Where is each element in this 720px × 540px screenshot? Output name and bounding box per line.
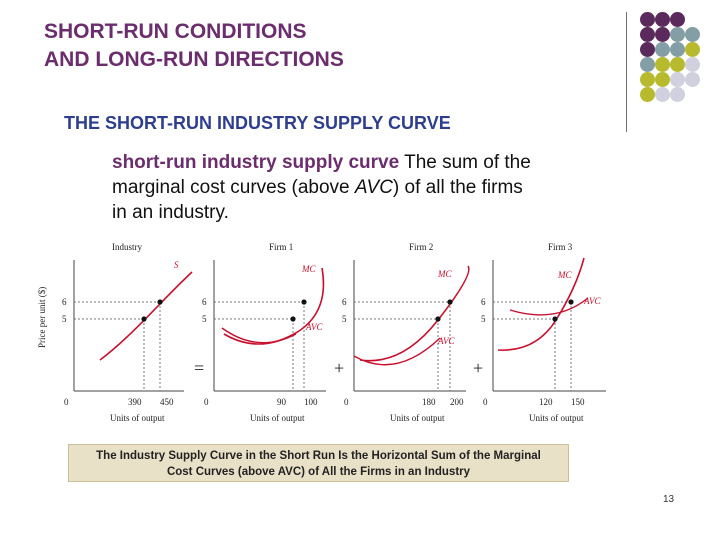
equilibrium-dot-price-6 <box>301 299 307 305</box>
equilibrium-dot-price-6 <box>157 299 163 305</box>
tick-label-5: 5 <box>342 314 347 324</box>
tick-label-5: 5 <box>481 314 486 324</box>
decorative-dot <box>670 87 685 102</box>
decorative-dot <box>655 42 670 57</box>
equilibrium-dot-price-5 <box>435 316 441 322</box>
panel-title-4: Firm 3 <box>548 242 573 252</box>
origin-label: 0 <box>204 397 209 407</box>
figure-caption: The Industry Supply Curve in the Short R… <box>68 444 569 482</box>
section-subtitle: THE SHORT-RUN INDUSTRY SUPPLY CURVE <box>64 113 451 133</box>
decorative-divider <box>626 12 627 132</box>
curve-label-avc: AVC <box>305 322 324 332</box>
decorative-dot <box>640 42 655 57</box>
decorative-dot <box>670 42 685 57</box>
page-number: 13 <box>663 494 675 505</box>
supply-curve-figure: Price per unit ($) = + + Industry 6 5 0 390 4… <box>37 242 606 423</box>
panel-title-3: Firm 2 <box>409 242 433 252</box>
supply-curve <box>99 271 193 361</box>
curve-label-avc: AVC <box>437 336 456 346</box>
curve-label-avc: AVC <box>583 296 602 306</box>
decorative-dot <box>655 72 670 87</box>
definition-term: short-run industry supply curve <box>112 152 400 173</box>
decorative-dot <box>655 27 670 42</box>
mc-curve <box>223 267 325 345</box>
tick-label-q5: 180 <box>422 397 436 407</box>
decorative-dot <box>670 12 685 27</box>
tick-label-6: 6 <box>342 297 347 307</box>
decorative-dot <box>655 87 670 102</box>
x-axis-label: Units of output <box>250 413 305 423</box>
curve-label-mc: MC <box>437 269 452 279</box>
tick-label-q6: 450 <box>160 397 174 407</box>
tick-label-q6: 100 <box>304 397 318 407</box>
tick-label-5: 5 <box>202 314 207 324</box>
decorative-dot <box>640 57 655 72</box>
definition-abbr: AVC <box>354 177 393 198</box>
equals-sign: = <box>194 358 204 378</box>
decorative-dot <box>640 12 655 27</box>
decorative-dot <box>655 12 670 27</box>
tick-label-q5: 390 <box>128 397 142 407</box>
y-axis-label: Price per unit ($) <box>37 287 47 348</box>
decorative-dot <box>640 72 655 87</box>
equilibrium-dot-price-5 <box>290 316 296 322</box>
equilibrium-dot-price-5 <box>141 316 147 322</box>
avc-curve <box>353 337 441 366</box>
definition-body-a: The sum of the marginal cost curves (abo… <box>112 152 531 198</box>
slide-title-line-1: SHORT-RUN CONDITIONS <box>44 20 307 43</box>
plus-sign-2: + <box>473 358 483 378</box>
slide-title-line-2: AND LONG-RUN DIRECTIONS <box>44 48 344 71</box>
decorative-dot <box>640 27 655 42</box>
tick-label-6: 6 <box>481 297 486 307</box>
tick-label-q5: 90 <box>277 397 287 407</box>
tick-label-q5: 120 <box>539 397 553 407</box>
caption-line-1: The Industry Supply Curve in the Short R… <box>96 450 541 462</box>
tick-label-q6: 200 <box>450 397 464 407</box>
decorative-dot <box>670 27 685 42</box>
equilibrium-dot-price-6 <box>447 299 453 305</box>
decorative-dot <box>670 57 685 72</box>
origin-label: 0 <box>483 397 488 407</box>
tick-label-5: 5 <box>62 314 67 324</box>
curve-label-mc: MC <box>301 264 316 274</box>
decorative-dot <box>670 72 685 87</box>
avc-curve <box>509 297 589 316</box>
decorative-dot <box>640 87 655 102</box>
equilibrium-dot-price-5 <box>552 316 558 322</box>
tick-label-6: 6 <box>202 297 207 307</box>
decorative-dot <box>685 57 700 72</box>
decorative-dot <box>685 42 700 57</box>
caption-line-2: Cost Curves (above AVC) of All the Firms… <box>166 466 471 478</box>
definition-text: short-run industry supply curve The sum … <box>112 150 532 225</box>
plus-sign-1: + <box>334 358 344 378</box>
mc-curve <box>359 265 470 362</box>
equilibrium-dot-price-6 <box>568 299 574 305</box>
slide-title: SHORT-RUN CONDITIONS AND LONG-RUN DIRECT… <box>44 18 604 74</box>
avc-curve <box>221 327 297 344</box>
origin-label: 0 <box>64 397 69 407</box>
decorative-dot <box>685 72 700 87</box>
origin-label: 0 <box>344 397 349 407</box>
decorative-dot <box>685 27 700 42</box>
x-axis-label: Units of output <box>390 413 445 423</box>
x-axis-label: Units of output <box>529 413 584 423</box>
panel-title-1: Industry <box>112 242 142 252</box>
x-axis-label: Units of output <box>110 413 165 423</box>
panel-title-2: Firm 1 <box>269 242 293 252</box>
tick-label-6: 6 <box>62 297 67 307</box>
definition-body-b: ) of all the firms in an industry. <box>112 177 523 223</box>
curve-label-s: S <box>174 260 179 270</box>
tick-label-q6: 150 <box>571 397 585 407</box>
decorative-dot <box>655 57 670 72</box>
curve-label-mc: MC <box>557 270 572 280</box>
